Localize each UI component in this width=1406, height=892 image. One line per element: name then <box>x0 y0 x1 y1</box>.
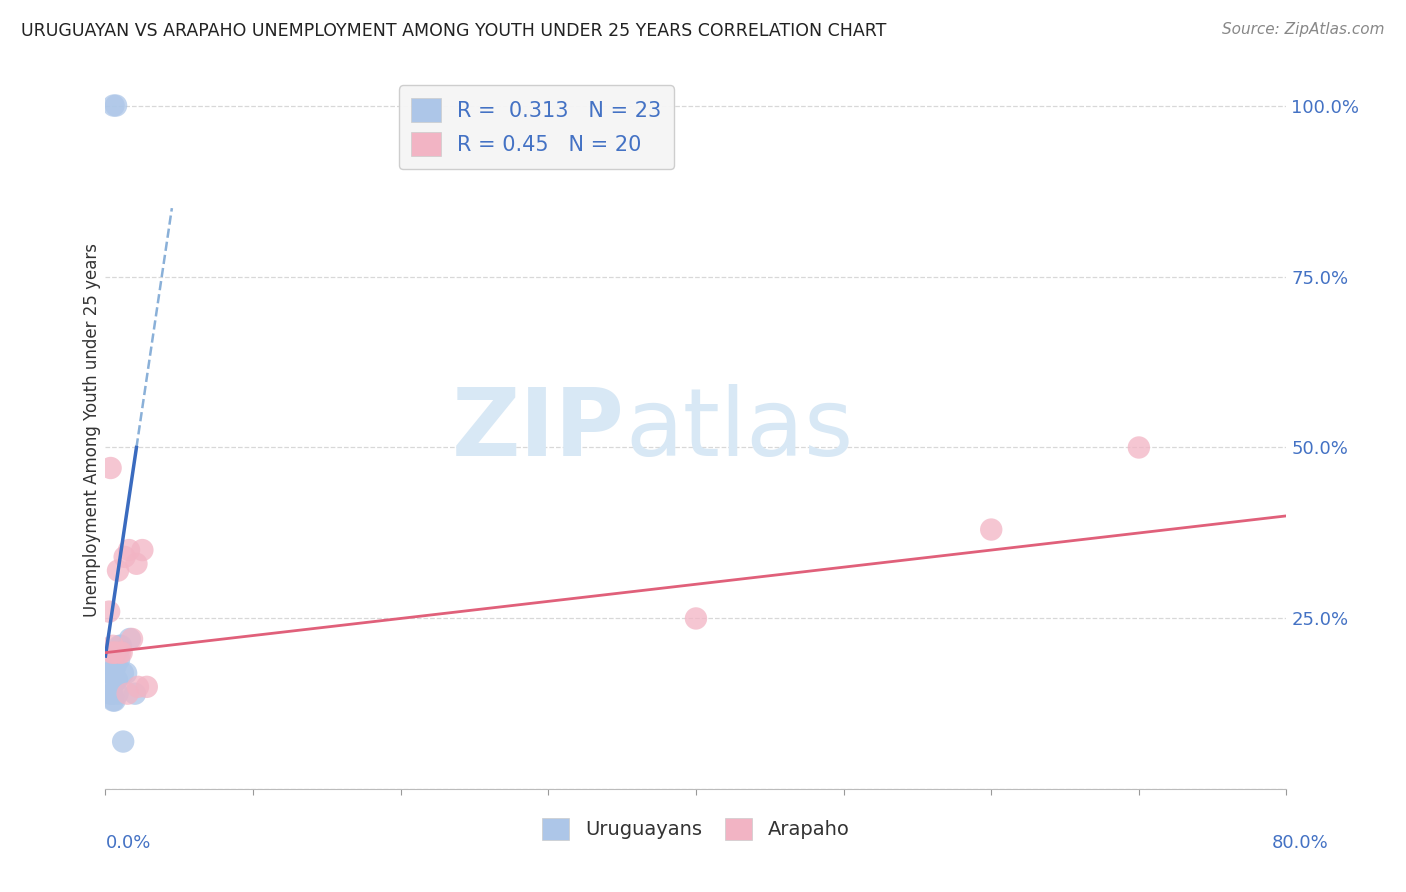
Point <box>108 652 131 666</box>
Point <box>980 523 1002 537</box>
Point <box>103 659 125 673</box>
Text: ZIP: ZIP <box>453 384 626 476</box>
Text: URUGUAYAN VS ARAPAHO UNEMPLOYMENT AMONG YOUTH UNDER 25 YEARS CORRELATION CHART: URUGUAYAN VS ARAPAHO UNEMPLOYMENT AMONG … <box>21 22 886 40</box>
Point <box>101 639 124 653</box>
Point <box>112 734 135 748</box>
Point <box>117 687 139 701</box>
Point <box>104 693 127 707</box>
Point <box>98 605 121 619</box>
Point <box>103 646 125 660</box>
Y-axis label: Unemployment Among Youth under 25 years: Unemployment Among Youth under 25 years <box>83 244 101 617</box>
Point <box>131 543 153 558</box>
Point <box>98 666 121 681</box>
Text: 80.0%: 80.0% <box>1272 834 1329 852</box>
Point <box>104 659 127 673</box>
Point <box>110 646 132 660</box>
Point <box>108 639 131 653</box>
Point <box>104 646 127 660</box>
Point <box>101 687 124 701</box>
Point <box>107 564 129 578</box>
Point <box>101 673 124 687</box>
Point <box>110 639 132 653</box>
Point <box>121 632 143 646</box>
Point <box>111 666 134 681</box>
Point <box>115 666 138 681</box>
Point <box>105 673 128 687</box>
Point <box>100 461 122 475</box>
Point <box>107 687 129 701</box>
Point <box>103 98 125 112</box>
Legend: Uruguayans, Arapaho: Uruguayans, Arapaho <box>534 810 858 848</box>
Text: 0.0%: 0.0% <box>105 834 150 852</box>
Point <box>118 543 141 558</box>
Point <box>101 693 124 707</box>
Point <box>124 687 146 701</box>
Point <box>100 687 122 701</box>
Point <box>118 632 141 646</box>
Point <box>100 687 122 701</box>
Point <box>98 666 121 681</box>
Point <box>125 557 148 571</box>
Point <box>685 611 707 625</box>
Point <box>135 680 157 694</box>
Point <box>101 646 124 660</box>
Point <box>127 680 149 694</box>
Text: Source: ZipAtlas.com: Source: ZipAtlas.com <box>1222 22 1385 37</box>
Point <box>105 98 128 112</box>
Point <box>105 673 128 687</box>
Point <box>1128 441 1150 455</box>
Point <box>114 549 136 564</box>
Text: atlas: atlas <box>626 384 853 476</box>
Point <box>111 646 134 660</box>
